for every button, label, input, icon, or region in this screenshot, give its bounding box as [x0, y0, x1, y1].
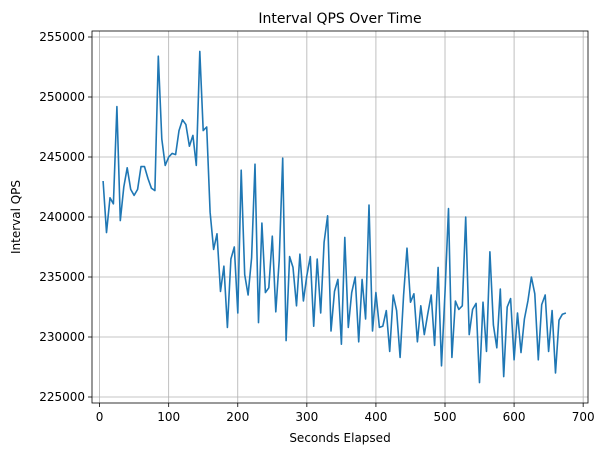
plot-area [102, 50, 567, 384]
x-tick-label: 100 [157, 410, 180, 424]
y-axis-label: Interval QPS [9, 180, 23, 254]
y-tick-label: 235000 [39, 270, 85, 284]
y-tick-label: 225000 [39, 390, 85, 404]
x-tick-label: 200 [226, 410, 249, 424]
x-axis-ticks: 0 100 200 300 400 500 600 700 [96, 403, 595, 424]
y-tick-label: 245000 [39, 150, 85, 164]
grid-lines [92, 31, 588, 403]
x-axis-label: Seconds Elapsed [289, 431, 390, 445]
series-line [102, 50, 567, 384]
y-tick-label: 230000 [39, 330, 85, 344]
x-tick-label: 300 [295, 410, 318, 424]
x-tick-label: 0 [96, 410, 104, 424]
x-tick-label: 700 [572, 410, 595, 424]
x-tick-label: 600 [503, 410, 526, 424]
chart-title: Interval QPS Over Time [258, 11, 421, 27]
y-tick-label: 250000 [39, 90, 85, 104]
y-axis-ticks: 225000 230000 235000 240000 245000 250000 2550… [39, 30, 92, 404]
x-tick-label: 500 [434, 410, 457, 424]
x-tick-label: 400 [364, 410, 387, 424]
y-tick-label: 255000 [39, 30, 85, 44]
y-tick-label: 240000 [39, 210, 85, 224]
